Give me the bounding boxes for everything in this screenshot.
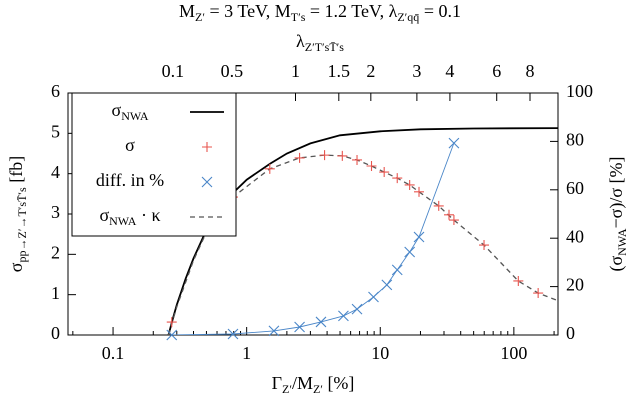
y2-tick-label: 100 xyxy=(566,81,593,101)
marker xyxy=(338,310,349,322)
x-tick-label: 0.1 xyxy=(102,343,125,363)
y2-tick-label: 60 xyxy=(566,178,584,198)
x2-tick-label: 0.1 xyxy=(162,61,185,81)
legend-label: σ xyxy=(125,135,135,155)
marker xyxy=(319,150,330,161)
y-tick-label: 4 xyxy=(51,162,60,182)
x2-tick-label: 4 xyxy=(445,61,454,81)
legend-label: σNWA xyxy=(111,100,148,123)
chart-title-part: M xyxy=(179,1,195,21)
marker xyxy=(533,288,544,299)
chart-title-part: = 1.2 TeV, λ xyxy=(305,1,397,21)
y-axis-label-part: [fb] xyxy=(6,156,26,187)
y2-axis-label: (σNWA−σ)/σ [%] xyxy=(606,156,629,271)
marker xyxy=(264,163,275,174)
marker xyxy=(413,231,425,243)
legend-label-part: NWA xyxy=(121,109,149,123)
y2-tick-label: 0 xyxy=(566,323,575,343)
chart-title-part: T′s xyxy=(291,10,306,24)
y2-tick-label: 80 xyxy=(566,130,584,150)
x-axis-label-part: /M xyxy=(292,373,313,393)
marker xyxy=(444,209,454,220)
marker xyxy=(448,215,459,226)
y2-tick-label: 40 xyxy=(566,226,584,246)
y2-axis-label-part: (σ xyxy=(606,256,627,272)
x2-tick-label: 6 xyxy=(492,61,501,81)
y-tick-label: 1 xyxy=(51,283,60,303)
legend-swatch xyxy=(202,142,212,152)
chart-title-part: Z′ xyxy=(195,10,205,24)
marker xyxy=(294,152,305,163)
legend-label-part: diff. in % xyxy=(96,170,164,190)
legend-label-part: σ xyxy=(99,205,109,225)
x-tick-label: 1 xyxy=(242,343,251,363)
x2-axis-label-part: Z′T′sT̄′s xyxy=(305,40,345,54)
x-axis-label-part: Z′ xyxy=(282,382,292,396)
marker xyxy=(227,328,239,340)
x-axis-label-part: Z′ xyxy=(313,382,323,396)
legend-label: σNWA · κ xyxy=(99,205,160,228)
marker xyxy=(381,279,393,291)
legend-label-part: σ xyxy=(125,135,135,155)
marker xyxy=(366,161,377,172)
chart-title-part: = 0.1 xyxy=(419,1,461,21)
x2-tick-label: 2 xyxy=(366,61,375,81)
y-tick-label: 0 xyxy=(51,323,60,343)
marker xyxy=(414,186,425,197)
marker xyxy=(315,316,327,328)
y-axis-label: σpp→Z′→T′sT̄′s [fb] xyxy=(6,156,29,272)
marker xyxy=(368,291,379,303)
y2-axis-label-part: NWA xyxy=(615,228,629,256)
y-tick-label: 5 xyxy=(51,121,60,141)
chart-title-part: = 3 TeV, M xyxy=(205,1,291,21)
x2-tick-label: 1.5 xyxy=(328,61,351,81)
marker xyxy=(294,321,305,333)
marker xyxy=(166,317,177,328)
marker xyxy=(479,240,490,251)
marker xyxy=(379,167,390,178)
legend-label-part: · κ xyxy=(136,205,160,225)
marker xyxy=(351,303,363,315)
x2-axis-label: λZ′T′sT̄′s xyxy=(296,31,344,54)
x2-axis-label-part: λ xyxy=(296,31,305,51)
marker xyxy=(166,329,178,341)
y-tick-label: 2 xyxy=(51,242,60,262)
marker xyxy=(392,173,403,184)
y-axis-label-part: pp→Z′→T′sT̄′s xyxy=(15,187,29,263)
legend-label-part: NWA xyxy=(109,214,137,228)
legend-label: diff. in % xyxy=(96,170,164,190)
chart-title: MZ′ = 3 TeV, MT′s = 1.2 TeV, λZ′qq̄ = 0.… xyxy=(179,1,461,24)
marker xyxy=(404,179,415,190)
x-axis-label: ΓZ′/MZ′ [%] xyxy=(272,373,355,396)
marker xyxy=(391,264,403,276)
legend-box xyxy=(71,92,237,237)
curve xyxy=(167,127,558,335)
legend-swatch xyxy=(201,176,213,188)
x-tick-label: 100 xyxy=(500,343,527,363)
marker xyxy=(352,154,363,165)
y-tick-label: 6 xyxy=(51,81,60,101)
marker xyxy=(513,275,524,286)
marker xyxy=(404,246,416,258)
x2-tick-label: 0.5 xyxy=(221,61,244,81)
marker xyxy=(268,325,280,337)
marker xyxy=(433,200,444,211)
x2-tick-label: 8 xyxy=(526,61,535,81)
y-tick-label: 3 xyxy=(51,202,60,222)
y2-axis-label-part: −σ)/σ [%] xyxy=(606,156,627,228)
x-axis-label-part: [%] xyxy=(323,373,354,393)
x2-tick-label: 1 xyxy=(291,61,300,81)
y2-tick-label: 20 xyxy=(566,275,584,295)
x-tick-label: 10 xyxy=(371,343,389,363)
x2-tick-label: 3 xyxy=(412,61,421,81)
markers xyxy=(166,137,544,341)
x-axis-label-part: Γ xyxy=(272,373,282,393)
legend-label-part: σ xyxy=(111,100,121,120)
y-axis-label-part: σ xyxy=(6,262,26,272)
chart-title-part: Z′qq̄ xyxy=(397,10,419,24)
marker xyxy=(448,137,460,149)
marker xyxy=(337,150,348,161)
